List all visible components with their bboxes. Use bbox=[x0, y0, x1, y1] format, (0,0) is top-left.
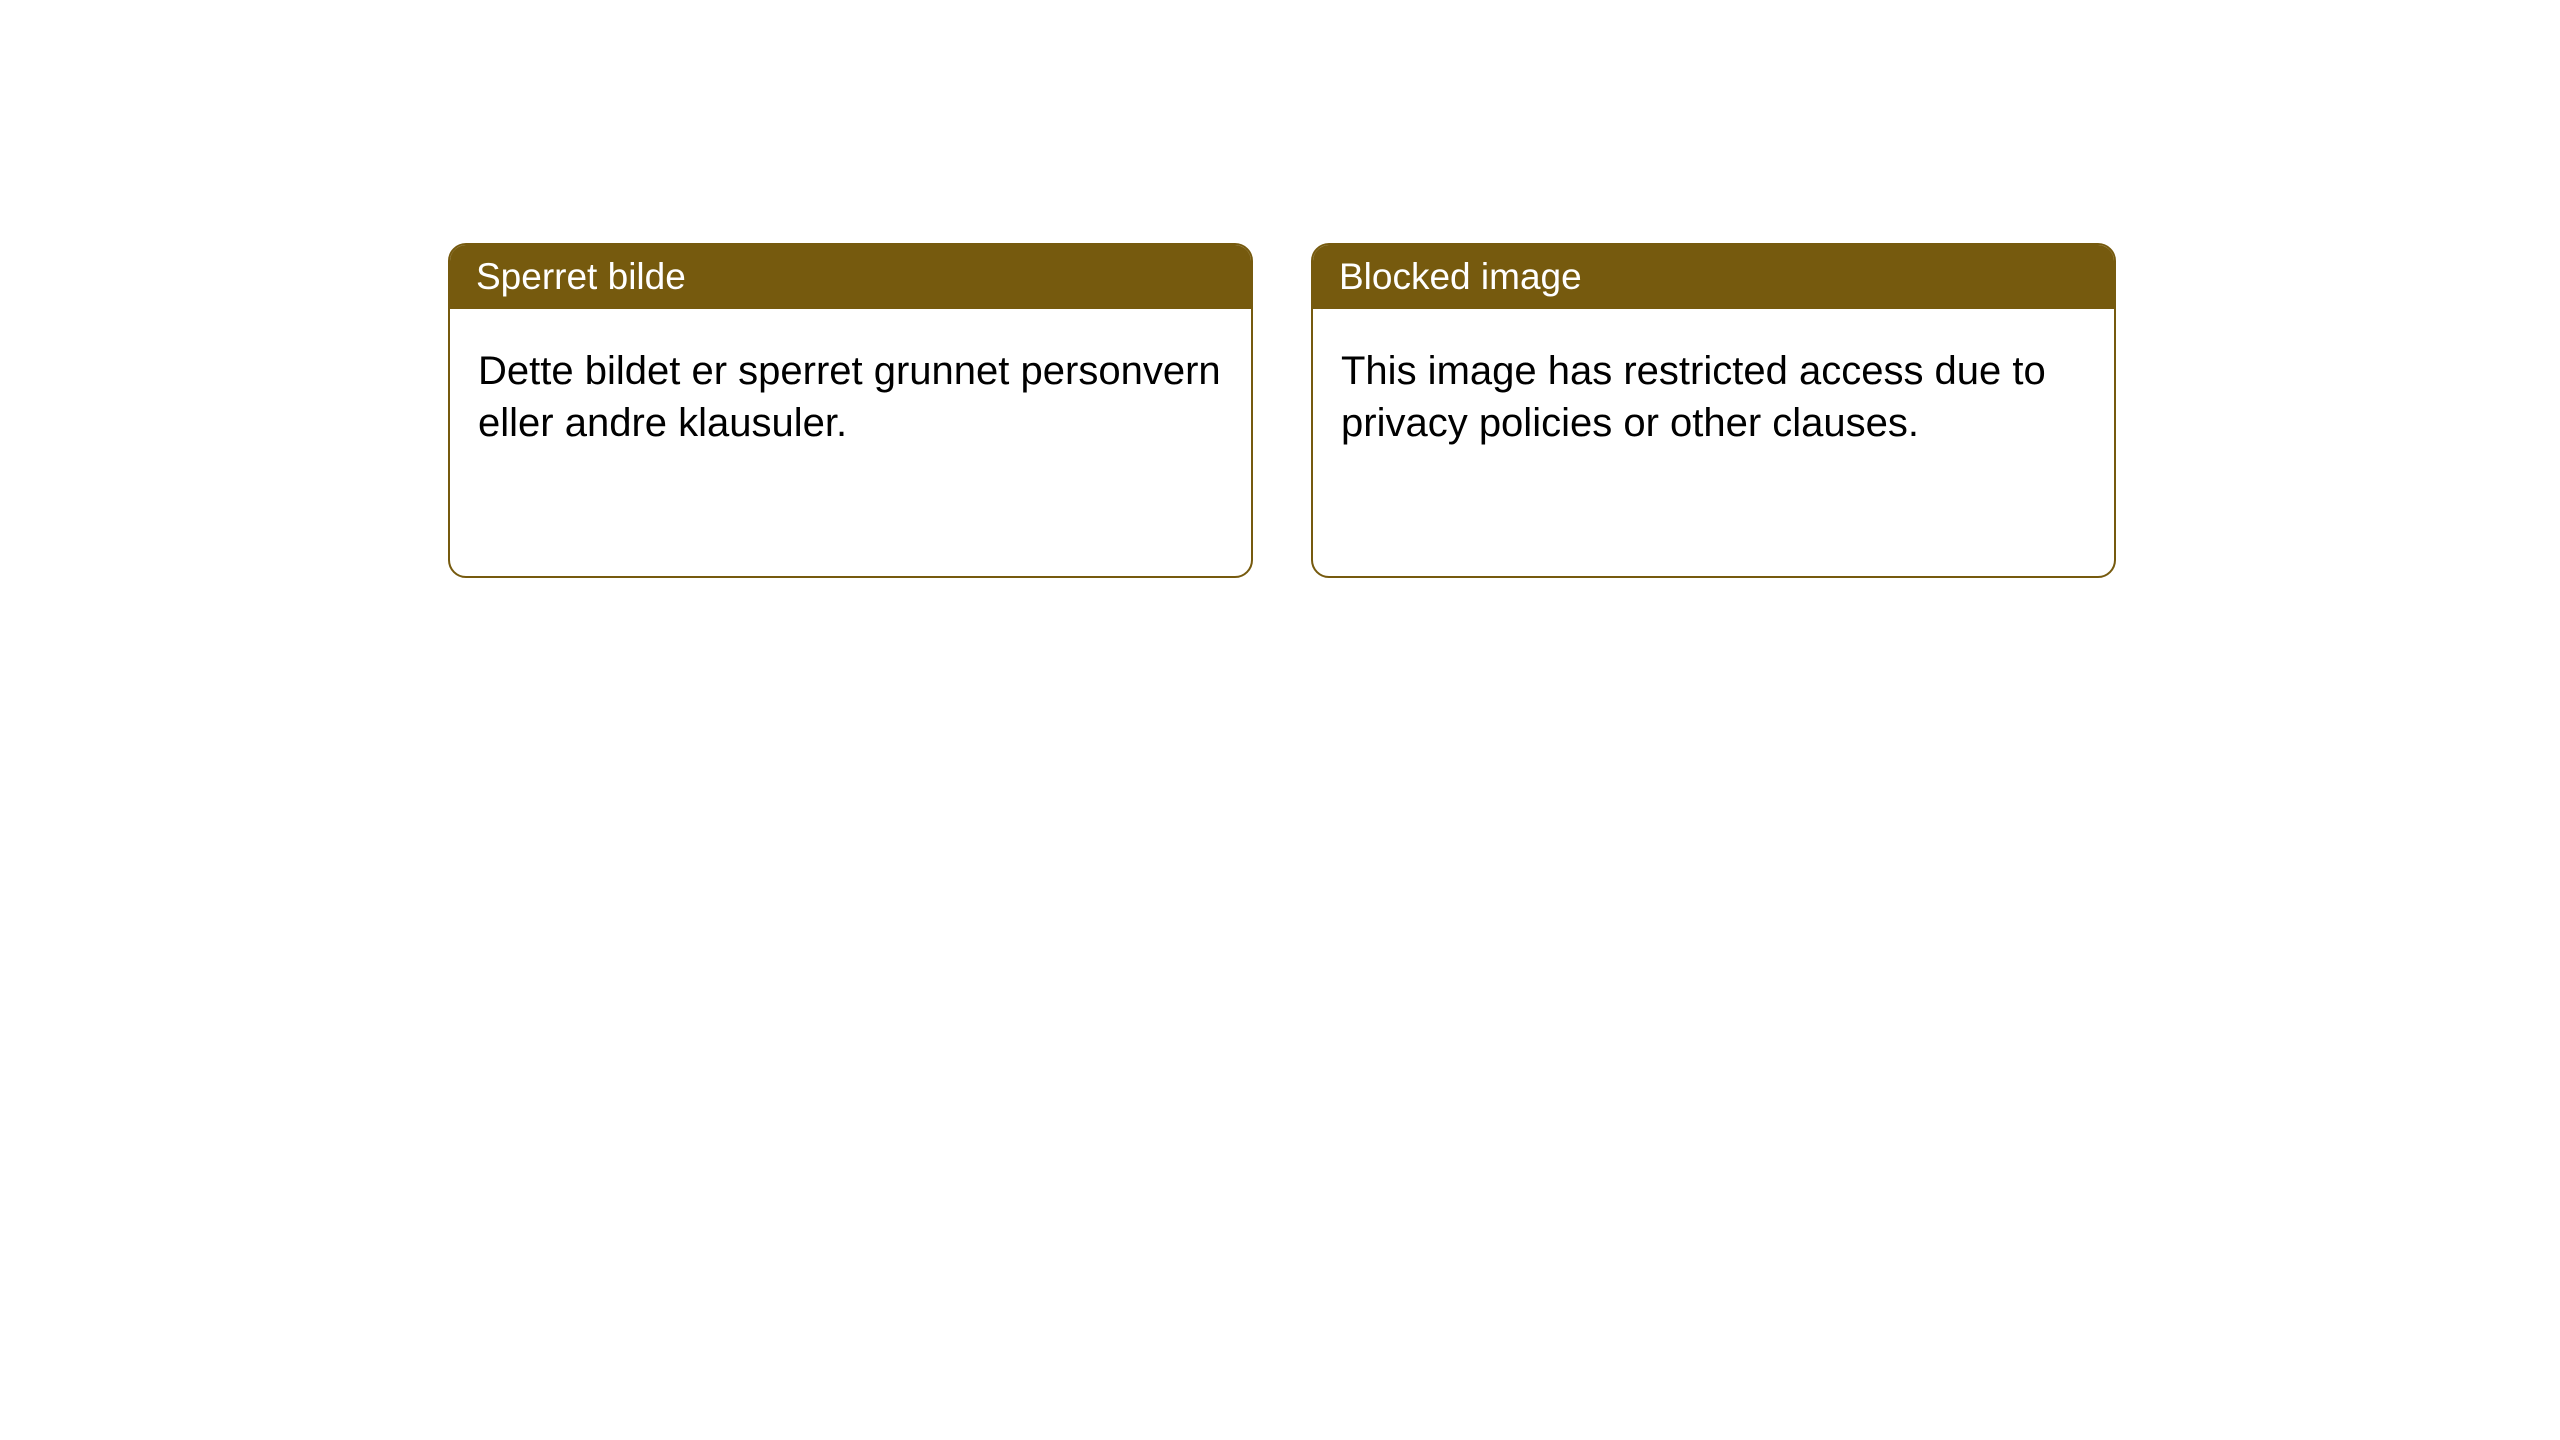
card-title: Blocked image bbox=[1339, 256, 1582, 297]
card-body: This image has restricted access due to … bbox=[1313, 309, 2114, 485]
blocked-image-card-en: Blocked image This image has restricted … bbox=[1311, 243, 2116, 578]
card-title: Sperret bilde bbox=[476, 256, 686, 297]
blocked-image-card-no: Sperret bilde Dette bildet er sperret gr… bbox=[448, 243, 1253, 578]
cards-container: Sperret bilde Dette bildet er sperret gr… bbox=[0, 0, 2560, 578]
card-body: Dette bildet er sperret grunnet personve… bbox=[450, 309, 1251, 485]
card-body-text: This image has restricted access due to … bbox=[1341, 349, 2046, 445]
card-header: Blocked image bbox=[1313, 245, 2114, 309]
card-body-text: Dette bildet er sperret grunnet personve… bbox=[478, 349, 1221, 445]
card-header: Sperret bilde bbox=[450, 245, 1251, 309]
